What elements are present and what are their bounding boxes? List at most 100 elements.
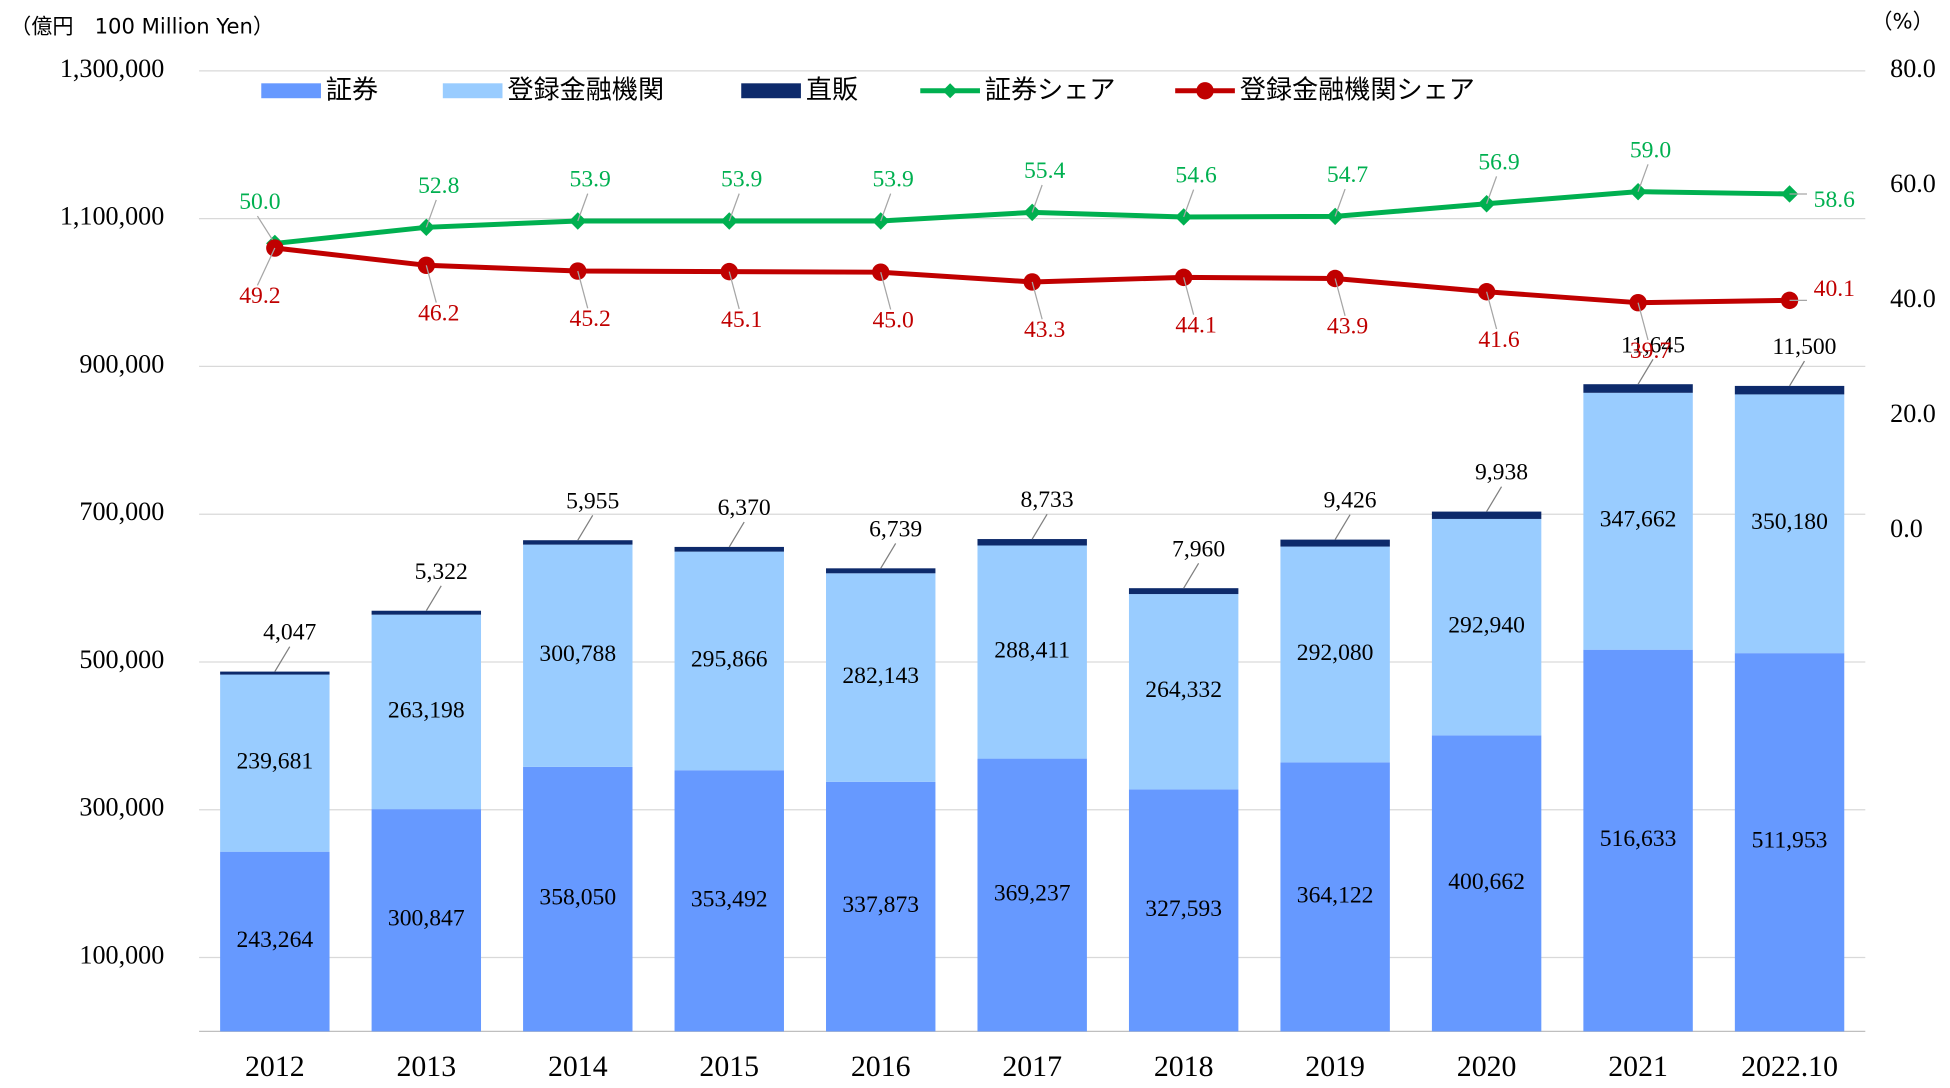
bar-segment: [523, 544, 633, 767]
bar-segment: [1431, 518, 1542, 736]
line-marker: [1326, 269, 1344, 288]
leader-line: [1031, 184, 1043, 213]
bar-segment: [1734, 394, 1845, 654]
leader-line: [256, 215, 276, 244]
data-label: 52.8: [418, 173, 459, 199]
x-tick-label: 2022.10: [1741, 1050, 1838, 1083]
y2-tick-label: 40.0: [1890, 284, 1936, 313]
data-label: 292,080: [1297, 640, 1374, 666]
data-label: 44.1: [1175, 313, 1216, 339]
bar-segment: [220, 671, 330, 675]
leader-line: [1031, 513, 1048, 540]
legend-label: 直販: [806, 75, 858, 105]
data-label: 300,847: [388, 906, 465, 932]
leader-line: [1183, 562, 1200, 589]
data-label: 45.1: [721, 307, 762, 333]
bar-segment: [220, 674, 330, 852]
x-tick-label: 2017: [1002, 1050, 1062, 1083]
bar-segment: [371, 614, 482, 810]
x-tick-label: 2015: [699, 1050, 759, 1083]
data-label: 45.0: [872, 307, 913, 333]
y-tick-label: 1,300,000: [60, 54, 164, 83]
leader-line: [425, 199, 437, 228]
leader-line: [425, 585, 442, 612]
x-tick-label: 2013: [396, 1050, 456, 1083]
bar-segment: [523, 766, 633, 1032]
bar-segment: [1583, 649, 1693, 1032]
data-label: 327,593: [1145, 896, 1222, 922]
leader-line: [1637, 359, 1654, 385]
data-label: 11,645: [1621, 332, 1685, 358]
legend-marker: [942, 83, 958, 99]
bar-segment: [371, 809, 482, 1032]
bar-segment: [674, 546, 784, 552]
bar-segment: [1128, 588, 1239, 595]
data-label: 53.9: [721, 167, 762, 193]
data-label: 4,047: [263, 620, 316, 646]
y2-tick-label: 20.0: [1890, 399, 1936, 428]
data-label: 54.7: [1327, 162, 1369, 188]
bar-segment: [1128, 789, 1239, 1032]
leader-line: [880, 193, 892, 222]
data-label: 50.0: [239, 189, 280, 215]
legend-swatch: [442, 83, 503, 99]
bar-segment: [1431, 735, 1542, 1032]
leader-line: [577, 193, 589, 222]
leader-line: [1789, 360, 1806, 387]
y2-tick-label: 80.0: [1890, 54, 1936, 83]
data-label: 5,322: [415, 559, 468, 585]
bar-segment: [523, 540, 633, 545]
data-label: 292,940: [1448, 613, 1525, 639]
leader-line: [1031, 281, 1043, 320]
bar-segment: [1280, 546, 1390, 763]
bar-segment: [1734, 653, 1845, 1032]
leader-line: [1334, 188, 1346, 217]
bar-segment: [220, 851, 330, 1032]
data-label: 40.1: [1814, 276, 1855, 302]
data-label: 295,866: [691, 646, 768, 672]
data-label: 43.3: [1024, 317, 1065, 343]
data-label: 288,411: [994, 637, 1070, 663]
leader-line: [728, 193, 740, 222]
data-label: 53.9: [570, 167, 611, 193]
leader-line: [1637, 302, 1649, 341]
data-label: 369,237: [994, 880, 1071, 906]
bar-segment: [1734, 385, 1845, 395]
data-label: 9,938: [1475, 460, 1528, 486]
bar-segment: [674, 770, 784, 1032]
leader-line: [728, 521, 745, 548]
leader-line: [1486, 291, 1498, 330]
data-label: 243,264: [236, 927, 313, 953]
bar-segment: [1128, 594, 1239, 790]
leader-line: [880, 543, 897, 569]
y-axis-title: （億円 100 Million Yen）: [10, 13, 274, 38]
leader-line: [274, 646, 291, 672]
data-label: 358,050: [539, 885, 616, 911]
leader-line: [1183, 277, 1195, 315]
y2-axis-title: （%）: [1871, 8, 1933, 33]
data-label: 400,662: [1448, 869, 1525, 895]
leader-line: [577, 270, 589, 309]
data-label: 49.2: [239, 283, 280, 309]
leader-line: [1637, 164, 1649, 192]
y-tick-label: 900,000: [79, 349, 164, 378]
data-label: 516,633: [1600, 826, 1677, 852]
leader-line: [425, 265, 437, 303]
bar-segment: [826, 568, 936, 574]
data-label: 11,500: [1772, 334, 1836, 360]
data-label: 39.7: [1630, 338, 1672, 364]
bar-segment: [1280, 762, 1390, 1032]
y2-tick-label: 0.0: [1890, 514, 1923, 543]
y-tick-label: 1,100,000: [60, 202, 164, 231]
bar-segment: [826, 781, 936, 1032]
x-tick-label: 2020: [1457, 1050, 1517, 1083]
leader-line: [1486, 486, 1503, 512]
data-label: 6,739: [869, 516, 922, 542]
data-label: 239,681: [236, 749, 313, 775]
data-label: 282,143: [842, 663, 919, 689]
legend-label: 登録金融機関: [507, 75, 664, 105]
y-tick-label: 100,000: [79, 941, 164, 970]
data-label: 54.6: [1175, 163, 1217, 189]
x-tick-label: 2014: [548, 1050, 608, 1083]
